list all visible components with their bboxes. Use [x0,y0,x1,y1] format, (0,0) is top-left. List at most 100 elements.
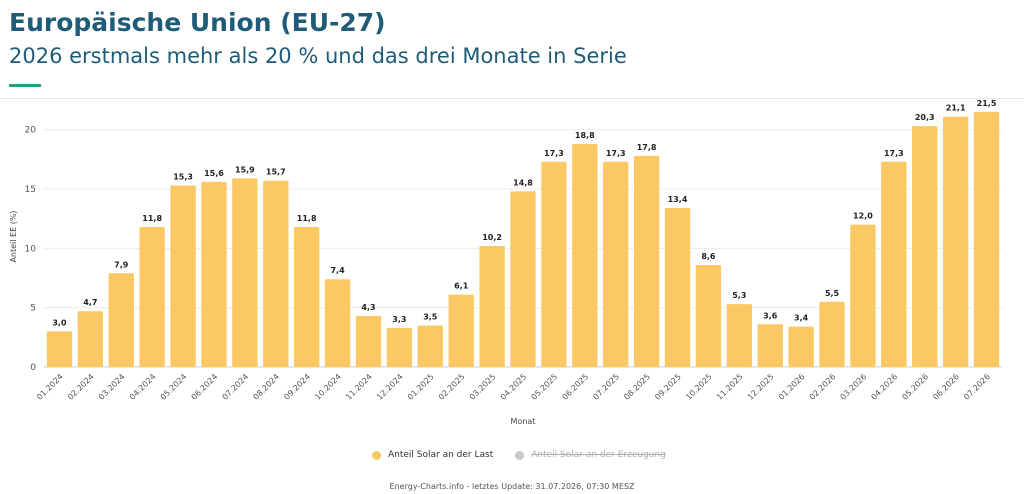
y-axis-ticks: 0 5 10 15 20 [25,126,37,373]
bar [479,245,505,367]
footer-update-text: Energy-Charts.info - letztes Update: 31.… [389,482,635,491]
bar-value-label: 10,2 [482,233,502,242]
x-tick-label: 10.2024 [313,372,343,402]
bar-value-label: 7,9 [114,260,129,269]
y-tick-label: 15 [25,185,36,195]
x-tick-label: 12.2024 [375,372,405,402]
bar [170,185,196,367]
bar [201,181,227,367]
x-tick-label: 08.2025 [622,372,652,402]
bar-value-label: 12,0 [853,212,873,221]
bar-value-label: 3,0 [52,318,67,327]
bar-value-label: 15,9 [235,165,255,174]
bar-value-label: 4,3 [361,303,375,312]
bar-value-label: 14,8 [513,178,533,187]
bar [263,180,289,367]
bar [633,155,660,367]
legend-item-solar-last[interactable]: Anteil Solar an der Last [372,450,493,460]
bar-value-label: 17,3 [544,149,564,158]
x-tick-label: 03.2024 [97,372,127,402]
x-tick-label: 04.2026 [869,372,899,402]
bar [850,224,876,367]
bar-value-label: 20,3 [915,113,935,122]
bar-value-label: 3,3 [392,315,406,324]
x-tick-label: 01.2024 [35,372,65,402]
legend: Anteil Solar an der Last Anteil Solar an… [372,450,666,460]
bar [695,264,722,367]
bar-value-label: 11,8 [142,214,162,223]
bar [664,208,691,367]
x-tick-label: 07.2024 [221,372,251,402]
bar [510,191,536,367]
x-tick-label: 02.2025 [437,372,467,402]
x-tick-label: 06.2025 [560,372,590,402]
legend-item-solar-erzeugung[interactable]: Anteil Solar an der Erzeugung [515,450,666,460]
x-tick-label: 11.2025 [715,372,745,402]
x-tick-label: 10.2025 [684,372,714,402]
bar-value-label: 3,6 [763,311,778,320]
accent-line [9,84,41,87]
bar-value-label: 13,4 [668,195,688,204]
x-tick-label: 06.2024 [190,372,220,402]
bar [973,111,1000,367]
page-title: Europäische Union (EU-27) [9,8,386,37]
x-tick-label: 03.2025 [468,372,498,402]
bar-value-label: 17,8 [637,143,657,152]
bar [232,178,258,367]
bar-value-label: 21,5 [977,99,997,108]
x-tick-label: 02.2024 [66,372,96,402]
bar [603,161,629,367]
bar [108,273,134,367]
bar-value-label: 8,6 [701,252,716,261]
bar [294,227,320,367]
bar [788,326,814,367]
x-tick-label: 08.2024 [251,372,281,402]
x-tick-label: 07.2026 [962,372,992,402]
bar [757,324,783,367]
x-tick-label: 05.2024 [159,372,189,402]
bars [46,111,1000,367]
y-tick-label: 20 [25,126,37,136]
bar [386,327,413,367]
bar-value-label: 6,1 [454,282,469,291]
x-tick-label: 09.2024 [282,372,312,402]
bar-value-label: 7,4 [330,266,345,275]
bar-value-label: 15,7 [266,168,286,177]
x-axis-ticks: 01.2024 02.2024 03.2024 04.2024 05.2024 06.20… [35,372,992,402]
y-tick-label: 0 [30,363,36,373]
value-labels: 3,0 4,7 7,9 11,8 15,3 15,6 15,9 15,7 11,8 7,4 4,3 3… [52,99,996,327]
bar-value-label: 5,5 [825,289,840,298]
bar-value-label: 17,3 [884,149,904,158]
bar [77,311,104,367]
bar [46,331,73,367]
x-tick-label: 02.2026 [808,372,838,402]
x-tick-label: 03.2026 [839,372,869,402]
y-tick-label: 10 [25,244,37,254]
x-tick-label: 06.2026 [931,372,961,402]
bar [417,325,443,367]
bar-value-label: 4,7 [83,298,97,307]
x-tick-label: 07.2025 [591,372,621,402]
legend-label-solar-erzeugung: Anteil Solar an der Erzeugung [531,450,666,460]
y-tick-label: 5 [30,304,36,314]
bar-value-label: 5,3 [732,291,746,300]
x-tick-label: 05.2026 [900,372,930,402]
bar [881,161,907,367]
y-axis-label: Anteil EE (%) [9,210,18,262]
x-tick-label: 12.2025 [746,372,776,402]
bar [139,227,165,367]
bar [355,315,382,367]
bar [324,279,351,367]
x-tick-label: 04.2025 [499,372,529,402]
x-axis-label: Monat [511,417,536,426]
legend-label-solar-last: Anteil Solar an der Last [388,450,494,460]
bar-value-label: 18,8 [575,131,595,140]
x-tick-label: 01.2025 [406,372,436,402]
bar-value-label: 15,3 [173,172,193,181]
bar [942,116,969,367]
legend-marker-solar-erzeugung [515,450,525,460]
bar-value-label: 3,4 [794,314,809,323]
bar [572,143,598,367]
bar-value-label: 15,6 [204,169,224,178]
